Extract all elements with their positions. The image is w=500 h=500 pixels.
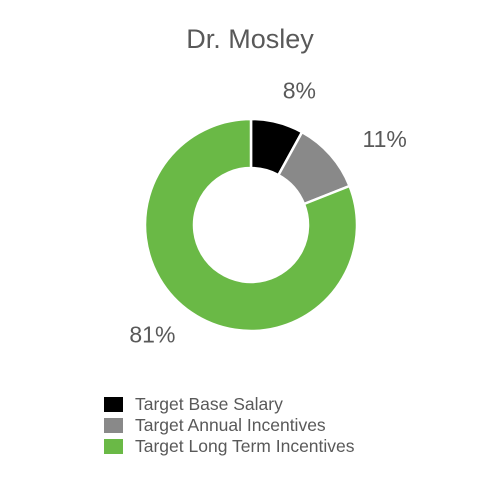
- slice-label-base-salary: 8%: [283, 77, 316, 103]
- legend-item-base-salary: Target Base Salary: [104, 394, 355, 415]
- legend-label-long-term-incentives: Target Long Term Incentives: [135, 436, 355, 456]
- legend-item-annual-incentives: Target Annual Incentives: [104, 415, 355, 436]
- legend: Target Base Salary Target Annual Incenti…: [104, 394, 355, 457]
- slice-label-annual-incentives: 11%: [363, 126, 407, 152]
- legend-swatch-annual-incentives: [104, 418, 123, 433]
- chart-title: Dr. Mosley: [186, 24, 314, 54]
- legend-swatch-long-term-incentives: [104, 439, 123, 454]
- slice-long-term-incentives: [143, 117, 359, 333]
- slice-group: [143, 117, 359, 333]
- legend-swatch-base-salary: [104, 397, 123, 412]
- legend-item-long-term-incentives: Target Long Term Incentives: [104, 436, 355, 457]
- slice-label-group: 8% 11% 81%: [129, 77, 406, 347]
- slice-label-long-term-incentives: 81%: [129, 322, 175, 348]
- legend-label-annual-incentives: Target Annual Incentives: [135, 415, 326, 435]
- legend-label-base-salary: Target Base Salary: [135, 394, 283, 414]
